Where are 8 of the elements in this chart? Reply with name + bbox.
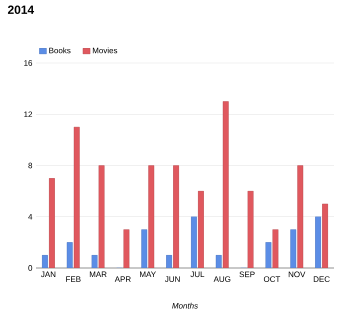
bar [198, 190, 204, 268]
bar [173, 165, 180, 268]
bar [48, 178, 55, 268]
chart-title: 2014 [8, 6, 34, 14]
bar [315, 216, 322, 268]
bar [98, 165, 105, 268]
bar [248, 190, 254, 268]
bar [190, 216, 197, 268]
